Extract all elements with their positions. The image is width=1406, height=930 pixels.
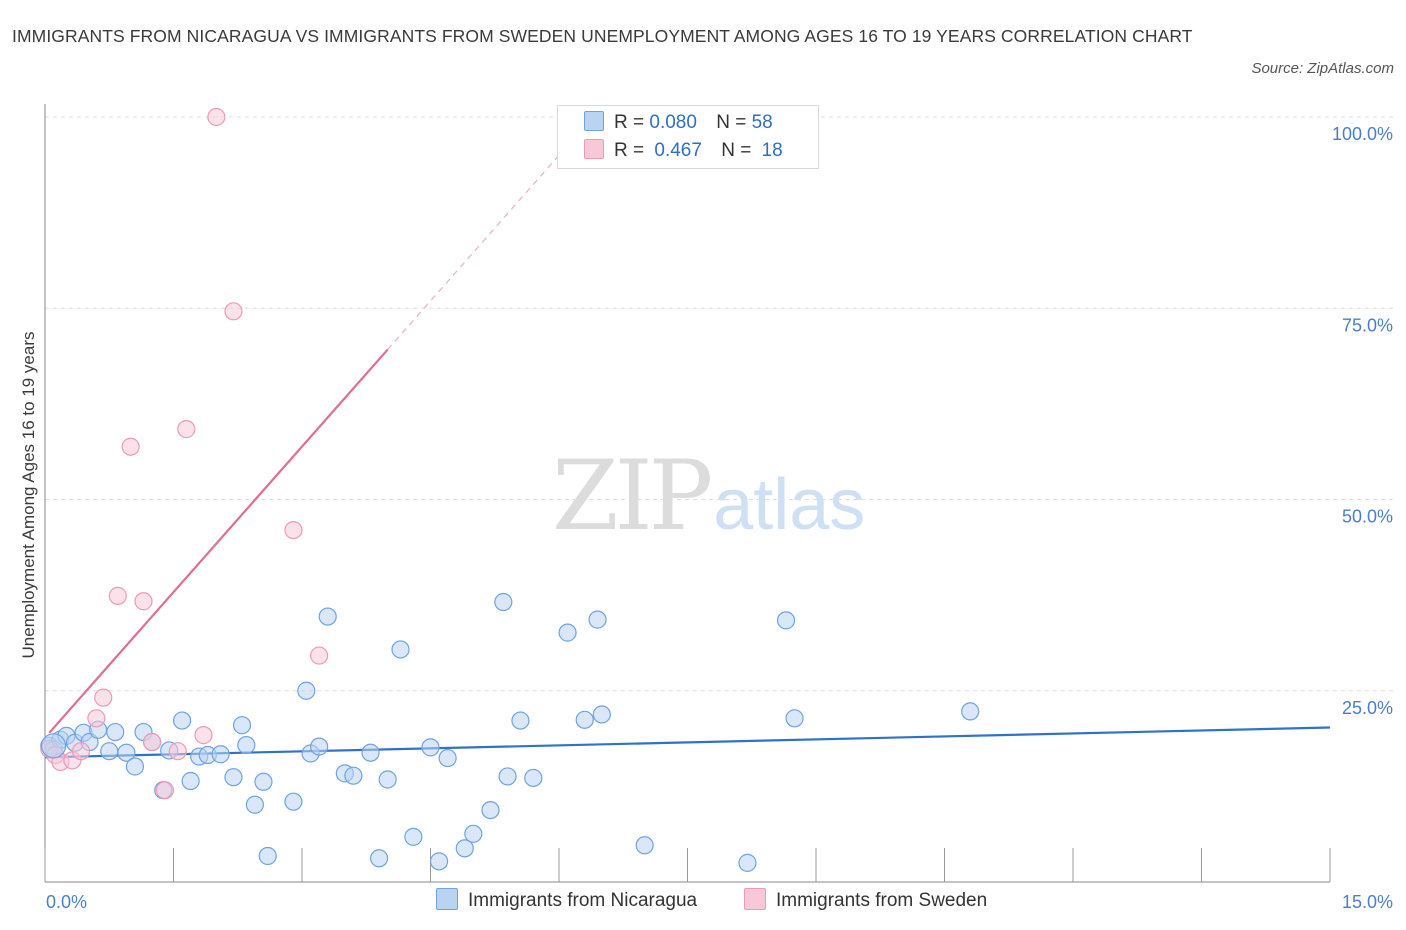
point-nicaragua [232, 716, 252, 735]
stats-legend: R = 0.080 N = 58 R = 0.467 N = 18 [557, 105, 819, 169]
point-nicaragua [284, 792, 303, 811]
point-nicaragua [481, 800, 500, 820]
legend-item-sweden: Immigrants from Sweden [744, 888, 987, 912]
point-sweden [142, 732, 162, 752]
point-nicaragua [378, 770, 397, 789]
point-nicaragua [558, 623, 577, 642]
point-sweden [71, 742, 91, 761]
legend-r-value: 0.467 [654, 140, 702, 161]
point-nicaragua [258, 846, 277, 866]
point-nicaragua [181, 771, 200, 791]
legend-row-sweden: R = 0.467 N = 18 [584, 139, 783, 167]
point-nicaragua [494, 592, 513, 612]
y-axis-label: Unemployment Among Ages 16 to 19 years [19, 332, 38, 659]
data-points [40, 107, 980, 872]
point-nicaragua [370, 849, 389, 868]
point-nicaragua [738, 853, 757, 872]
legend-swatch-nicaragua [436, 888, 458, 910]
point-sweden [108, 586, 127, 605]
point-nicaragua [524, 768, 543, 788]
legend-label-sweden: Immigrants from Sweden [776, 890, 988, 911]
point-nicaragua [237, 735, 256, 755]
trend-lines [44, 154, 1331, 759]
point-nicaragua [211, 745, 230, 764]
point-nicaragua [361, 743, 380, 762]
legend-swatch-sweden [584, 139, 604, 159]
legend-swatch-nicaragua [584, 111, 604, 131]
point-nicaragua [391, 640, 410, 659]
point-nicaragua [245, 795, 264, 814]
legend-n-label: N = [721, 140, 752, 161]
trend-extension-sweden [387, 154, 560, 350]
trend-line-sweden [48, 348, 389, 734]
gridlines [45, 116, 1395, 692]
y-tick-label: 100.0% [1332, 124, 1393, 144]
watermark-zip: ZIP [552, 440, 713, 552]
point-nicaragua-cluster [40, 733, 67, 759]
legend-n-value: 18 [761, 140, 783, 161]
point-nicaragua [404, 827, 423, 846]
point-nicaragua [106, 722, 125, 742]
point-nicaragua [635, 836, 654, 855]
point-sweden [224, 302, 243, 321]
point-nicaragua [421, 738, 440, 757]
point-sweden [194, 726, 213, 745]
point-sweden [168, 742, 187, 761]
point-nicaragua [961, 702, 980, 721]
point-nicaragua [438, 748, 457, 768]
x-tick-label: 0.0% [46, 892, 87, 912]
chart-title: IMMIGRANTS FROM NICARAGUA VS IMMIGRANTS … [12, 26, 1193, 46]
legend-r-label: R = [614, 140, 645, 161]
legend-label-nicaragua: Immigrants from Nicaragua [468, 890, 698, 911]
point-nicaragua [785, 709, 804, 728]
point-nicaragua [455, 839, 474, 858]
point-nicaragua [172, 711, 192, 730]
y-tick-label: 50.0% [1342, 507, 1393, 527]
legend-r-value: 0.080 [649, 112, 697, 133]
legend-item-nicaragua: Immigrants from Nicaragua [436, 888, 697, 912]
axes [44, 104, 1331, 883]
point-nicaragua [125, 757, 145, 776]
point-sweden [87, 709, 106, 728]
point-nicaragua [224, 768, 243, 787]
watermark: ZIPatlas [552, 440, 865, 552]
point-sweden [207, 107, 226, 127]
point-nicaragua [310, 737, 329, 756]
legend-row-nicaragua: R = 0.080 N = 58 [584, 111, 773, 139]
axis-labels: 25.0% 50.0% 75.0% 100.0% 0.0% 15.0% Unemployme… [19, 124, 1393, 912]
legend-n-label: N = [716, 112, 747, 133]
legend-r-label: R = [614, 112, 645, 133]
point-sweden [94, 688, 113, 707]
point-sweden [310, 646, 329, 665]
point-sweden [284, 520, 303, 540]
point-sweden [121, 437, 140, 456]
x-tick-label: 15.0% [1342, 892, 1393, 912]
y-tick-label: 25.0% [1342, 698, 1393, 718]
legend-n-value: 58 [751, 112, 773, 133]
y-tick-label: 75.0% [1342, 315, 1393, 335]
point-nicaragua [297, 681, 316, 700]
point-nicaragua [575, 710, 594, 729]
point-nicaragua [254, 772, 273, 791]
point-nicaragua [498, 767, 517, 786]
point-sweden [177, 420, 196, 439]
point-nicaragua [344, 766, 363, 785]
legend-swatch-sweden [744, 888, 766, 910]
point-nicaragua [318, 607, 337, 626]
point-nicaragua [776, 611, 796, 630]
point-nicaragua [429, 852, 449, 871]
point-nicaragua [464, 824, 483, 843]
trend-line-nicaragua [44, 726, 1331, 759]
point-nicaragua [592, 705, 611, 724]
point-sweden [134, 592, 153, 611]
chart-source: Source: ZipAtlas.com [1251, 60, 1394, 77]
point-sweden [155, 781, 175, 800]
point-nicaragua [511, 711, 530, 730]
point-nicaragua [100, 742, 119, 761]
point-nicaragua [117, 743, 136, 762]
point-nicaragua [588, 610, 607, 629]
watermark-atlas: atlas [713, 465, 866, 545]
